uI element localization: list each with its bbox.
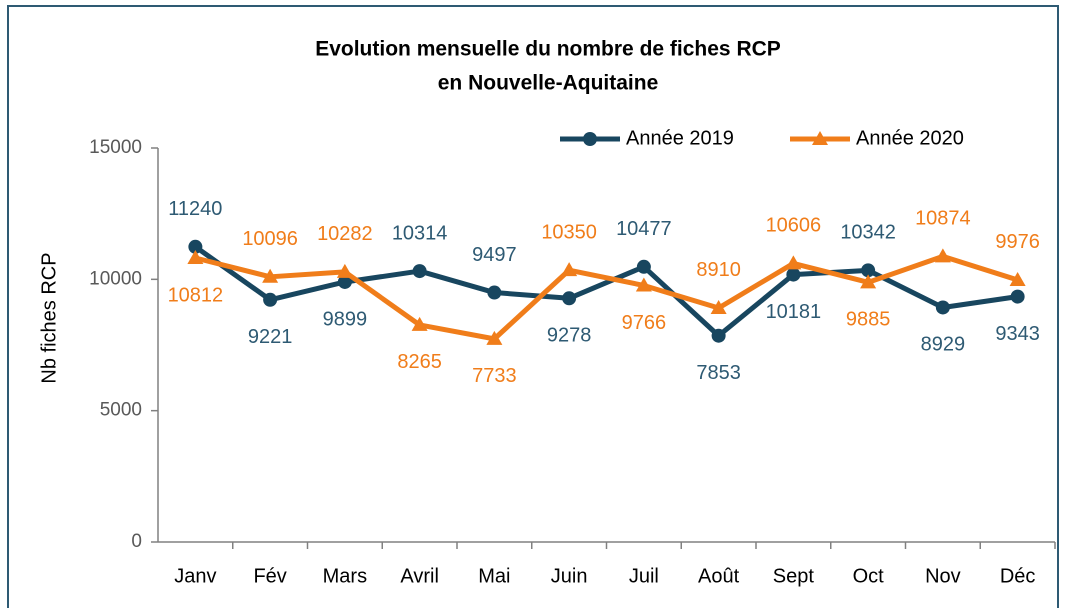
series-line [194, 253, 1019, 342]
data-label: 9278 [547, 325, 592, 347]
legend-marker [812, 131, 828, 145]
legend-marker [583, 132, 597, 146]
point-marker [934, 248, 951, 263]
point-marker [487, 285, 502, 300]
data-label: 9221 [248, 326, 293, 348]
point-marker [1009, 271, 1026, 286]
y-tick-label: 15000 [89, 137, 142, 158]
data-label: 10314 [392, 222, 448, 244]
point-marker [786, 267, 801, 282]
data-label: 8910 [696, 259, 741, 281]
point-marker [710, 299, 727, 314]
point-marker [486, 330, 503, 345]
data-label: 9497 [472, 244, 517, 266]
data-label: 10181 [766, 301, 822, 323]
data-label: 9885 [846, 309, 891, 331]
point-marker [711, 328, 726, 343]
data-label: 10812 [168, 284, 224, 306]
chart-title: en Nouvelle-Aquitaine [438, 72, 659, 95]
point-marker [635, 277, 652, 292]
point-marker [411, 316, 428, 331]
point-marker [262, 268, 279, 283]
legend-label: Année 2020 [856, 127, 964, 149]
x-tick-label: Mars [323, 565, 367, 587]
point-marker [263, 292, 278, 307]
data-label: 7733 [472, 365, 517, 387]
point-marker [336, 263, 353, 278]
x-tick-label: Fév [253, 565, 286, 587]
y-tick-label: 0 [131, 531, 142, 552]
point-marker [636, 259, 651, 274]
x-tick-label: Mai [478, 565, 510, 587]
data-label: 9766 [622, 312, 667, 334]
x-tick-label: Janv [174, 565, 216, 587]
point-marker [187, 250, 204, 265]
data-label: 10342 [840, 222, 896, 244]
y-tick-label: 10000 [89, 268, 142, 289]
x-tick-label: Déc [1000, 565, 1036, 587]
x-tick-label: Août [698, 565, 740, 587]
point-marker [188, 239, 203, 254]
point-marker [1010, 289, 1025, 304]
data-label: 8265 [397, 351, 442, 373]
data-label: 10874 [915, 208, 971, 230]
data-label: 9899 [323, 308, 368, 330]
data-label: 8929 [921, 334, 966, 356]
x-tick-label: Avril [400, 565, 439, 587]
chart-title: Evolution mensuelle du nombre de fiches … [315, 38, 781, 61]
point-marker [562, 291, 577, 306]
point-marker [785, 255, 802, 270]
data-label: 10477 [616, 218, 672, 240]
point-marker [861, 263, 876, 278]
point-marker [412, 264, 427, 279]
legend-label: Année 2019 [626, 127, 734, 149]
data-label: 9976 [995, 231, 1040, 253]
chart-frame [7, 5, 1059, 608]
data-label: 7853 [696, 362, 741, 384]
data-label: 10350 [541, 221, 597, 243]
x-tick-label: Nov [925, 565, 961, 587]
data-label: 10282 [317, 223, 373, 245]
x-tick-label: Juil [629, 565, 659, 587]
point-marker [860, 274, 877, 289]
x-tick-label: Oct [853, 565, 885, 587]
data-label: 10606 [766, 215, 822, 237]
x-tick-label: Sept [773, 565, 815, 587]
data-label: 11240 [168, 198, 222, 220]
data-label: 10096 [242, 228, 298, 250]
point-marker [337, 274, 352, 289]
point-marker [561, 262, 578, 277]
point-marker [935, 300, 950, 315]
y-tick-label: 5000 [100, 400, 142, 421]
y-axis-title: Nb fiches RCP [38, 252, 60, 383]
x-tick-label: Juin [551, 565, 588, 587]
data-label: 9343 [995, 323, 1040, 345]
